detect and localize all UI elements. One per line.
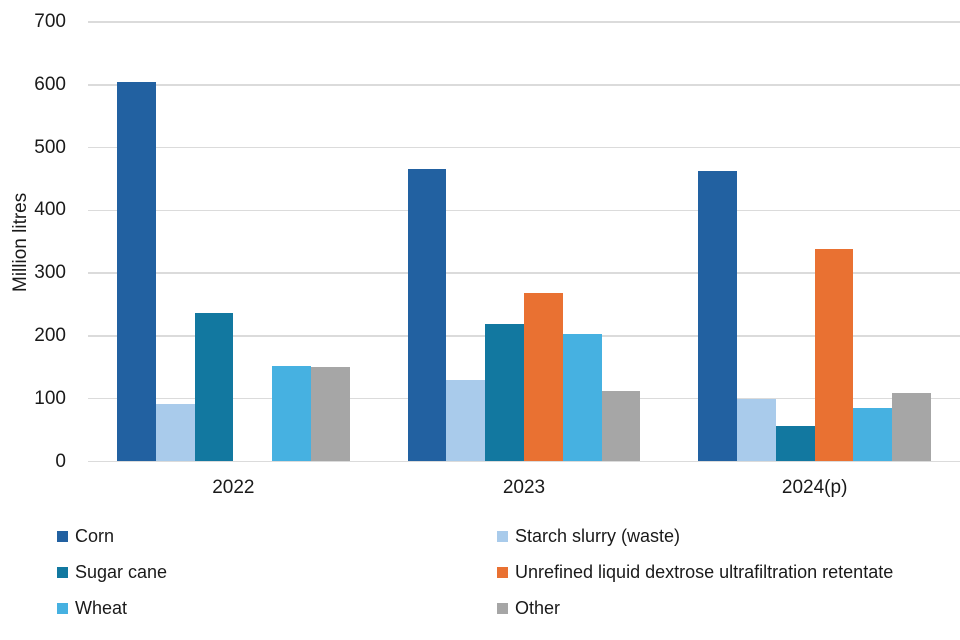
gridline-400 — [88, 209, 960, 212]
y-tick-300: 300 — [34, 262, 66, 284]
gridline-700 — [88, 21, 960, 23]
legend-item-unrefined-liquid-dextrose-ultrafiltration-retentate: Unrefined liquid dextrose ultrafiltratio… — [497, 563, 937, 582]
bar-corn-2024-p — [698, 170, 738, 462]
legend-item-starch-slurry-waste: Starch slurry (waste) — [497, 527, 937, 546]
bar-starch-slurry-waste-2022 — [155, 403, 195, 462]
gridline-0 — [88, 460, 960, 463]
legend-item-sugar-cane: Sugar cane — [57, 563, 497, 582]
legend-label: Sugar cane — [75, 562, 168, 582]
y-tick-200: 200 — [34, 324, 66, 346]
legend-item-wheat: Wheat — [57, 599, 497, 618]
x-tick-2022: 2022 — [212, 477, 255, 498]
bar-other-2023 — [601, 390, 641, 462]
y-tick-700: 700 — [34, 11, 66, 32]
legend-label: Other — [515, 598, 561, 618]
y-tick-500: 500 — [34, 136, 66, 158]
legend-label: Corn — [75, 526, 115, 546]
bar-wheat-2022 — [272, 366, 311, 462]
y-tick-400: 400 — [34, 199, 66, 221]
legend-marker-icon — [497, 603, 508, 614]
y-tick-600: 600 — [34, 73, 66, 95]
legend-marker-icon — [497, 531, 508, 542]
bar-wheat-2023 — [562, 334, 602, 462]
legend-marker-icon — [497, 567, 508, 578]
x-tick-2024-p: 2024(p) — [781, 477, 848, 498]
gridline-500 — [88, 146, 960, 149]
legend-label: Unrefined liquid dextrose ultrafiltratio… — [515, 562, 894, 582]
gridline-600 — [88, 84, 960, 86]
y-tick-100: 100 — [34, 387, 66, 409]
legend: Corn Starch slurry (waste) Sugar cane Unref… — [57, 527, 937, 618]
bar-corn-2023 — [407, 168, 447, 462]
bar-wheat-2024-p — [853, 407, 893, 462]
bar-starch-slurry-waste-2023 — [446, 379, 486, 462]
bar-sugar-cane-2023 — [485, 323, 524, 462]
bar-unrefined-liquid-dextrose-ultrafiltration-retentate-2023 — [524, 293, 563, 462]
bar-starch-slurry-waste-2024-p — [737, 398, 776, 462]
legend-label: Wheat — [75, 598, 128, 618]
legend-marker-icon — [57, 531, 68, 542]
legend-marker-icon — [57, 603, 68, 614]
bar-sugar-cane-2022 — [194, 313, 234, 462]
x-tick-2023: 2023 — [502, 477, 546, 498]
legend-item-other: Other — [497, 599, 937, 618]
legend-item-corn: Corn — [57, 527, 497, 546]
bar-other-2022 — [310, 367, 350, 462]
gridline-300 — [88, 272, 960, 274]
legend-label: Starch slurry (waste) — [515, 526, 681, 546]
bar-sugar-cane-2024-p — [775, 426, 815, 462]
legend-marker-icon — [57, 567, 68, 578]
bar-unrefined-liquid-dextrose-ultrafiltration-retentate-2024-p — [814, 249, 854, 462]
bar-corn-2022 — [117, 81, 156, 462]
y-tick-0: 0 — [55, 450, 66, 472]
bar-other-2024-p — [892, 393, 931, 462]
